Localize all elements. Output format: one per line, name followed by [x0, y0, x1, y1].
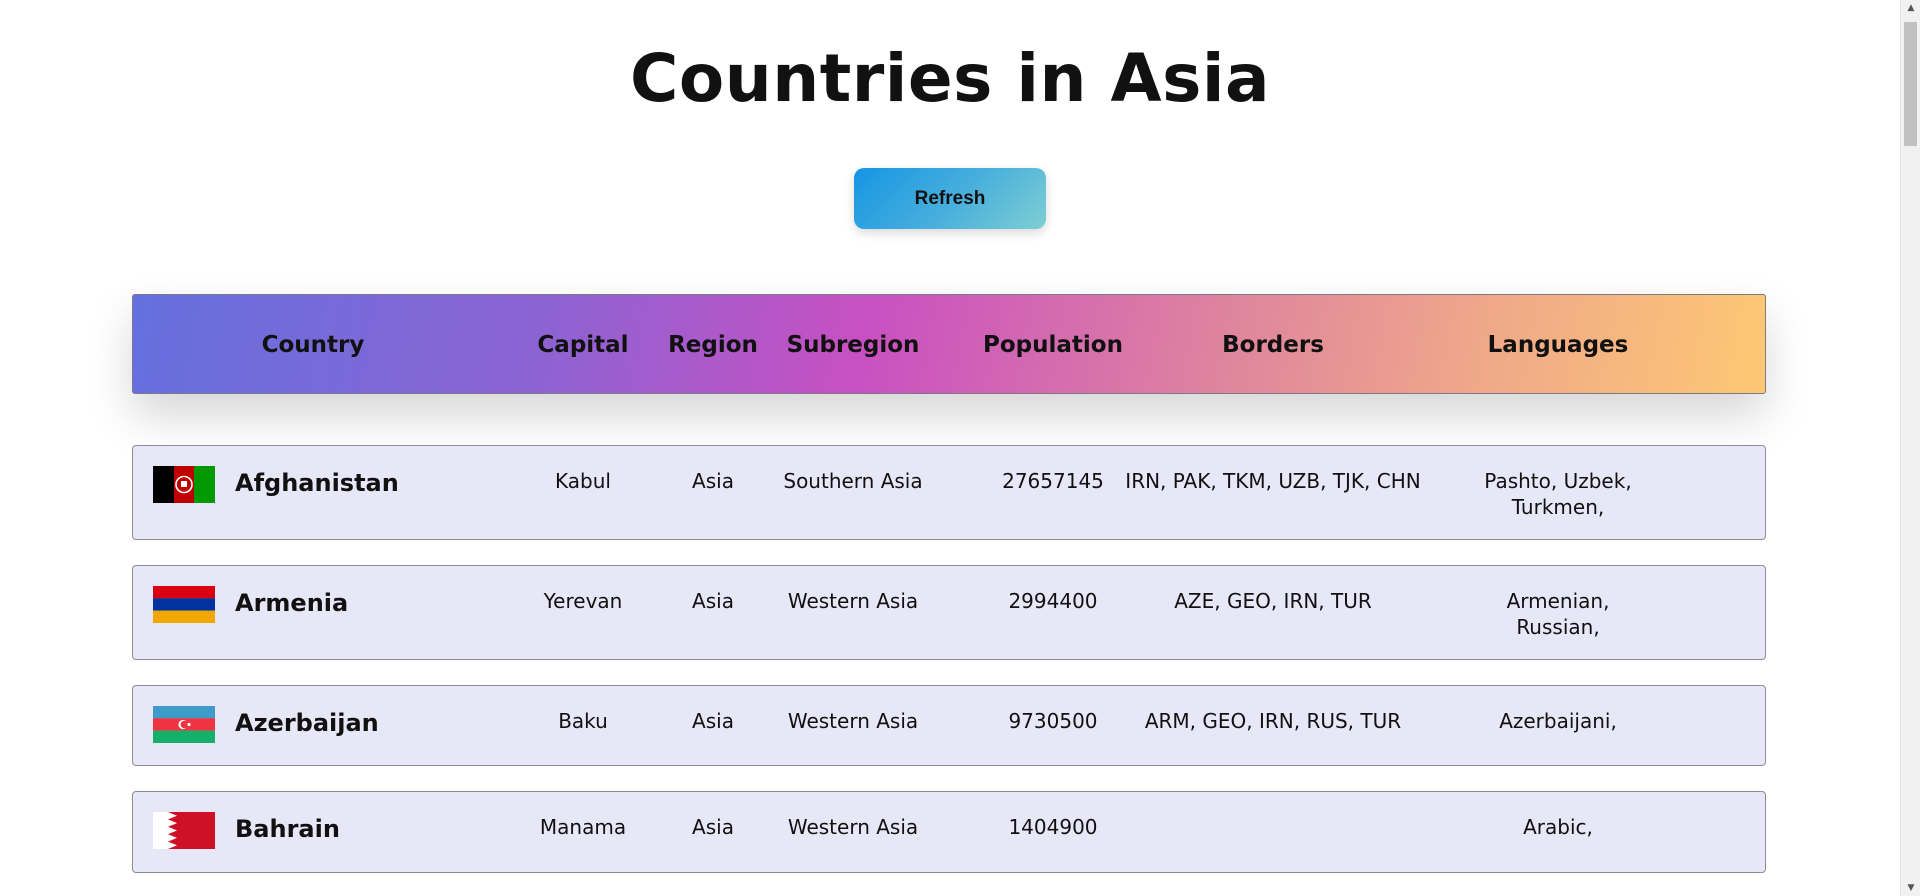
refresh-button[interactable]: Refresh — [854, 168, 1046, 229]
armenia-flag-icon — [153, 586, 215, 623]
languages-cell: Pashto, Uzbek, Turkmen, — [1463, 468, 1653, 520]
country-name: Afghanistan — [235, 469, 399, 497]
table-header: Country Capital Region Subregion Populat… — [132, 294, 1766, 394]
languages-cell: Azerbaijani, — [1463, 708, 1653, 734]
capital-cell: Yerevan — [543, 589, 623, 613]
subregion-cell: Western Asia — [787, 589, 919, 613]
languages-line: Armenian, — [1506, 589, 1610, 613]
header-capital: Capital — [537, 332, 629, 358]
region-cell: Asia — [692, 815, 734, 839]
languages-line: Russian, — [1516, 615, 1600, 639]
country-name: Bahrain — [235, 815, 340, 843]
table-row: Azerbaijan Baku Asia Western Asia 973050… — [132, 685, 1766, 766]
table-row: Bahrain Manama Asia Western Asia 1404900… — [132, 791, 1766, 873]
languages-cell: Arabic, — [1463, 814, 1653, 840]
capital-cell: Manama — [539, 815, 627, 839]
population-cell: 1404900 — [1008, 815, 1098, 839]
bahrain-flag-icon — [153, 812, 215, 849]
table-row: Afghanistan Kabul Asia Southern Asia 276… — [132, 445, 1766, 540]
population-cell: 2994400 — [1008, 589, 1098, 613]
vertical-scrollbar[interactable]: ▲ ▼ — [1900, 0, 1920, 896]
afghanistan-flag-icon — [153, 466, 215, 503]
subregion-cell: Western Asia — [787, 709, 919, 733]
languages-line: Arabic, — [1523, 815, 1593, 839]
languages-line: Turkmen, — [1511, 495, 1605, 519]
scroll-up-arrow-icon[interactable]: ▲ — [1907, 3, 1915, 13]
country-name: Armenia — [235, 589, 349, 617]
borders-cell: IRN, PAK, TKM, UZB, TJK, CHN — [1125, 469, 1421, 493]
population-cell: 9730500 — [1008, 709, 1098, 733]
region-cell: Asia — [692, 469, 734, 493]
borders-cell: AZE, GEO, IRN, TUR — [1174, 589, 1372, 613]
subregion-cell: Western Asia — [787, 815, 919, 839]
table-row: Armenia Yerevan Asia Western Asia 299440… — [132, 565, 1766, 660]
region-cell: Asia — [692, 589, 734, 613]
header-population: Population — [983, 332, 1123, 358]
languages-line: Pashto, Uzbek, — [1484, 469, 1632, 493]
languages-cell: Armenian, Russian, — [1463, 588, 1653, 640]
scroll-down-arrow-icon[interactable]: ▼ — [1907, 883, 1915, 893]
country-name: Azerbaijan — [235, 709, 379, 737]
scrollbar-thumb[interactable] — [1904, 22, 1917, 146]
borders-cell: ARM, GEO, IRN, RUS, TUR — [1144, 709, 1402, 733]
page-title: Countries in Asia — [629, 40, 1271, 117]
capital-cell: Kabul — [555, 469, 611, 493]
header-subregion: Subregion — [786, 332, 920, 358]
languages-line: Azerbaijani, — [1499, 709, 1617, 733]
region-cell: Asia — [692, 709, 734, 733]
header-languages: Languages — [1487, 332, 1629, 358]
subregion-cell: Southern Asia — [783, 469, 923, 493]
population-cell: 27657145 — [1002, 469, 1104, 493]
header-borders: Borders — [1222, 332, 1324, 358]
header-region: Region — [668, 332, 758, 358]
header-country: Country — [261, 332, 365, 358]
capital-cell: Baku — [558, 709, 608, 733]
azerbaijan-flag-icon — [153, 706, 215, 743]
